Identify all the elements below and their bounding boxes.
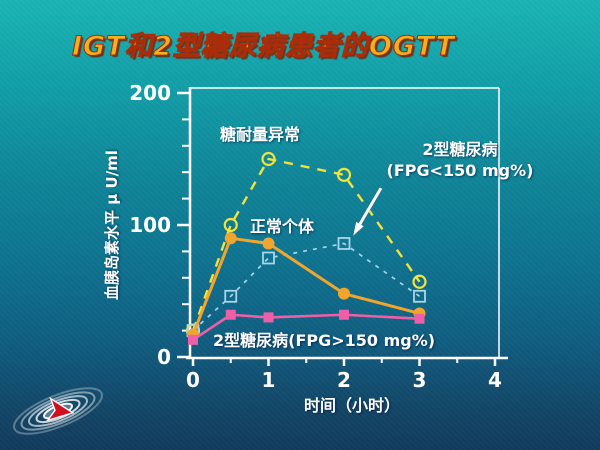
x-tick-label: 1 [262, 368, 276, 392]
logo-ripple-ring [20, 391, 96, 431]
marker-circle-open [261, 151, 276, 167]
marker-square-open [337, 237, 351, 250]
marker-square-filled [263, 312, 274, 323]
marker-circle-open [412, 274, 427, 289]
marker-circle-open [223, 217, 238, 233]
x-axis-title: 时间（小时） [303, 396, 400, 415]
series-label-t2dm-fpg-low-line1: 2型糖尿病 [422, 140, 498, 159]
x-tick-label: 3 [413, 368, 427, 392]
marker-square-open [262, 251, 275, 265]
series-label-igt: 糖耐量异常 [220, 125, 301, 144]
logo-arrow-icon [45, 396, 75, 422]
marker-circle-open [336, 167, 352, 182]
series-line-1 [192, 242, 420, 332]
marker-square-open [224, 289, 238, 303]
x-tick-label: 2 [337, 368, 351, 392]
marker-square-filled [188, 334, 198, 345]
series-line-2 [191, 236, 420, 336]
y-tick-label: 200 [129, 81, 171, 105]
series-label-normal: 正常个体 [250, 217, 315, 236]
marker-circle-filled [338, 287, 350, 300]
marker-square-filled [339, 309, 349, 320]
y-tick-label: 0 [157, 345, 171, 369]
marker-circle-filled [262, 237, 275, 250]
ripple-swirl-logo [13, 387, 103, 435]
x-tick-label: 4 [488, 368, 502, 392]
marker-square-filled [225, 309, 236, 320]
logo-ripple-ring [13, 387, 103, 435]
y-tick-label: 100 [129, 213, 171, 237]
y-axis-title: 血胰岛素水平 μ U/ml [103, 150, 121, 300]
marker-circle-filled [224, 232, 237, 245]
series-label-t2dm-fpg-high: 2型糖尿病(FPG>150 mg%) [213, 331, 436, 350]
annotation-arrow-icon [352, 186, 383, 237]
series-label-t2dm-fpg-low: 2型糖尿病 (FPG<150 mg%) [355, 139, 565, 181]
x-tick-label: 0 [186, 368, 200, 392]
series-label-t2dm-fpg-low-line2: (FPG<150 mg%) [386, 161, 534, 180]
slide-title: IGT和2型糖尿病患者的OGTT [71, 30, 456, 62]
marker-square-filled [414, 313, 425, 324]
marker-square-open [413, 289, 426, 303]
